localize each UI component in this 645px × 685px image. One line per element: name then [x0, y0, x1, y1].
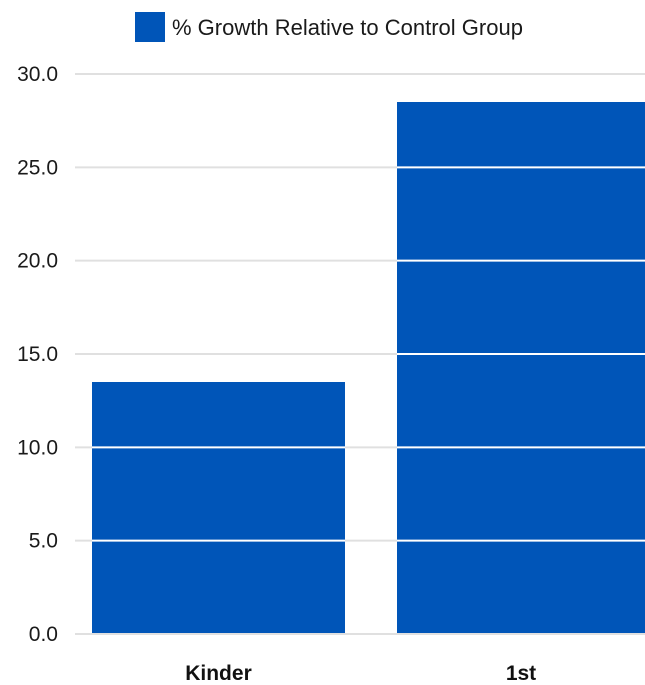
- x-axis-category-labels: Kinder 1st: [185, 662, 536, 685]
- y-tick-label: 30.0: [17, 63, 58, 86]
- x-category-label: Kinder: [185, 662, 252, 685]
- legend-label: % Growth Relative to Control Group: [172, 15, 523, 40]
- y-tick-label: 25.0: [17, 156, 58, 179]
- x-category-label: 1st: [506, 662, 536, 685]
- y-tick-label: 0.0: [29, 623, 58, 646]
- y-axis-tick-labels: 0.0 5.0 10.0 15.0 20.0 25.0 30.0: [17, 63, 58, 646]
- y-tick-label: 5.0: [29, 530, 58, 553]
- bar-1st: [397, 102, 645, 634]
- bar-kinder: [92, 382, 345, 634]
- y-tick-label: 10.0: [17, 436, 58, 459]
- legend: % Growth Relative to Control Group: [135, 12, 523, 42]
- gridlines-over-bars: [75, 166, 645, 635]
- y-tick-label: 20.0: [17, 250, 58, 273]
- bars: [92, 102, 645, 634]
- legend-swatch: [135, 12, 165, 42]
- y-tick-label: 15.0: [17, 343, 58, 366]
